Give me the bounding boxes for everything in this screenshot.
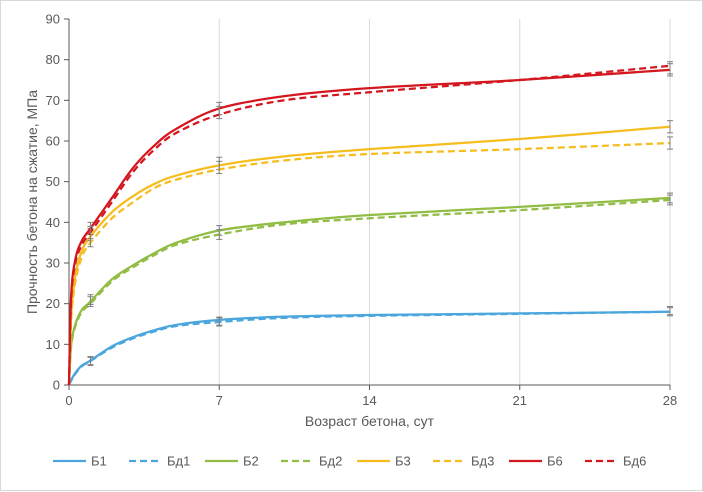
tick-labels: 0 10 20 30 40 50 60 70 80 90 0 7 14 21 28 xyxy=(46,12,678,409)
x-tick-label-1: 7 xyxy=(216,393,223,408)
series-line-Бд6 xyxy=(67,64,671,386)
legend-item-Б3: Б3 xyxy=(357,454,411,469)
legend-label-Бд1: Бд1 xyxy=(167,454,190,469)
error-bar-Бд2-2 xyxy=(667,194,673,206)
legend-label-Бд3: Бд3 xyxy=(471,454,494,469)
error-bar-Б3-2 xyxy=(667,120,673,134)
legend-item-Б1: Б1 xyxy=(53,454,107,469)
error-bar-Бд1-1 xyxy=(216,317,223,327)
legend-label-Б1: Б1 xyxy=(91,454,107,469)
legend-item-Б2: Б2 xyxy=(205,454,259,469)
y-tick-label-8: 80 xyxy=(46,52,60,67)
y-tick-label-5: 50 xyxy=(46,174,60,189)
series-line-Бд1 xyxy=(67,310,671,386)
y-tick-label-1: 10 xyxy=(46,337,60,352)
y-tick-label-4: 40 xyxy=(46,215,60,230)
y-tick-label-6: 60 xyxy=(46,134,60,149)
legend-label-Бд2: Бд2 xyxy=(319,454,342,469)
error-bar-Бд2-1 xyxy=(216,229,223,240)
error-bar-Бд6-0 xyxy=(87,225,94,240)
x-tick-label-4: 28 xyxy=(663,393,677,408)
error-bar-Бд6-1 xyxy=(216,105,223,120)
legend: Б1 Бд1 Б2 Бд2 Б3 Бд3 Б6 Бд6 xyxy=(53,454,646,469)
x-axis-title: Возраст бетона, сут xyxy=(305,413,435,429)
series-line-Бд3 xyxy=(67,141,671,386)
error-bar-Бд1-0 xyxy=(87,356,94,366)
y-tick-label-0: 0 xyxy=(53,378,60,393)
error-bar-Бд2-0 xyxy=(87,296,94,308)
legend-item-Бд1: Бд1 xyxy=(129,454,190,469)
error-bar-Бд6-2 xyxy=(667,61,673,75)
legend-item-Бд6: Бд6 xyxy=(585,454,646,469)
legend-item-Бд2: Бд2 xyxy=(281,454,342,469)
y-tick-label-7: 70 xyxy=(46,93,60,108)
error-bar-Бд3-1 xyxy=(216,160,223,175)
y-tick-label-9: 90 xyxy=(46,12,60,27)
x-tick-label-2: 14 xyxy=(362,393,376,408)
error-bar-Бд3-2 xyxy=(667,136,673,150)
x-tick-label-0: 0 xyxy=(65,393,72,408)
y-tick-label-2: 20 xyxy=(46,296,60,311)
y-tick-label-3: 30 xyxy=(46,256,60,271)
legend-item-Б6: Б6 xyxy=(509,454,563,469)
y-axis-title: Прочность бетона на сжатие, МПа xyxy=(24,90,40,314)
series-line-Б3 xyxy=(67,125,671,386)
legend-label-Бд6: Бд6 xyxy=(623,454,646,469)
legend-label-Б6: Б6 xyxy=(547,454,563,469)
legend-label-Б2: Б2 xyxy=(243,454,259,469)
series-line-Бд2 xyxy=(67,198,671,386)
error-bar-Бд1-2 xyxy=(667,307,673,317)
series-line-Б6 xyxy=(67,68,671,386)
x-tick-label-3: 21 xyxy=(513,393,527,408)
legend-item-Бд3: Бд3 xyxy=(433,454,494,469)
axes xyxy=(64,18,671,390)
series-group xyxy=(67,61,673,386)
legend-label-Б3: Б3 xyxy=(395,454,411,469)
